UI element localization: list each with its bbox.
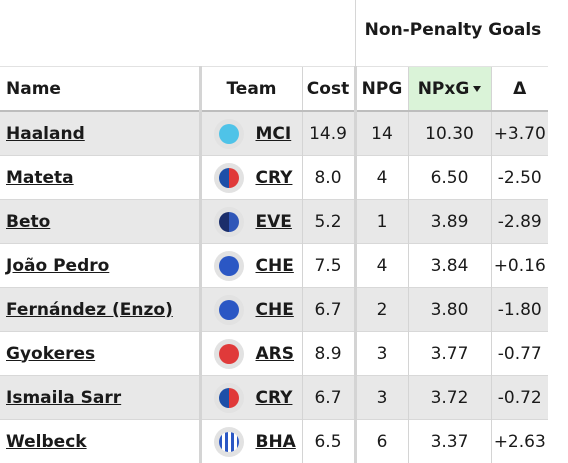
player-name-cell: Gyokeres (0, 332, 200, 376)
npxg-cell: 6.50 (408, 156, 491, 200)
team-badge-icon (214, 339, 244, 369)
team-link[interactable]: MCI (256, 124, 292, 144)
team-link[interactable]: CHE (256, 256, 294, 276)
npxg-cell: 3.84 (408, 244, 491, 288)
column-header-delta[interactable]: Δ (491, 67, 548, 112)
player-name-link[interactable]: Beto (6, 212, 50, 232)
cost-cell: 8.0 (302, 156, 355, 200)
cost-cell: 8.9 (302, 332, 355, 376)
column-header-npg[interactable]: NPG (355, 67, 408, 112)
npxg-cell: 3.37 (408, 420, 491, 463)
team-badge-icon (214, 119, 244, 149)
npg-cell: 4 (355, 156, 408, 200)
npg-cell: 1 (355, 200, 408, 244)
column-header-npxg-label: NPxG (418, 79, 470, 99)
cost-cell: 14.9 (302, 111, 355, 156)
team-cell: BHA (200, 420, 302, 463)
team-badge-icon (214, 163, 244, 193)
table-header-row: Name Team Cost NPG NPxG Δ (0, 67, 548, 112)
npxg-cell: 3.77 (408, 332, 491, 376)
cost-cell: 6.7 (302, 288, 355, 332)
team-cell: MCI (200, 111, 302, 156)
player-name-cell: Welbeck (0, 420, 200, 463)
player-name-link[interactable]: Mateta (6, 168, 74, 188)
player-name-cell: Mateta (0, 156, 200, 200)
column-group-header-row: Non-Penalty Goals (0, 0, 568, 66)
npg-cell: 6 (355, 420, 408, 463)
delta-cell: -0.72 (491, 376, 548, 420)
npxg-cell: 10.30 (408, 111, 491, 156)
npg-cell: 3 (355, 376, 408, 420)
team-badge-icon (214, 427, 244, 457)
npg-cell: 3 (355, 332, 408, 376)
npxg-cell: 3.80 (408, 288, 491, 332)
team-cell: CRY (200, 156, 302, 200)
cost-cell: 6.5 (302, 420, 355, 463)
cost-cell: 6.7 (302, 376, 355, 420)
group-divider (355, 0, 356, 66)
team-badge-icon (214, 295, 244, 325)
team-link[interactable]: CHE (256, 300, 294, 320)
delta-cell: +3.70 (491, 111, 548, 156)
cost-cell: 5.2 (302, 200, 355, 244)
player-name-cell: Haaland (0, 111, 200, 156)
player-name-cell: Fernández (Enzo) (0, 288, 200, 332)
player-name-link[interactable]: Haaland (6, 124, 85, 144)
player-name-link[interactable]: Fernández (Enzo) (6, 300, 173, 320)
team-cell: CHE (200, 244, 302, 288)
npxg-cell: 3.89 (408, 200, 491, 244)
team-link[interactable]: EVE (256, 212, 292, 232)
delta-cell: -0.77 (491, 332, 548, 376)
column-header-cost[interactable]: Cost (302, 67, 355, 112)
delta-cell: -2.50 (491, 156, 548, 200)
delta-cell: +2.63 (491, 420, 548, 463)
column-header-team[interactable]: Team (200, 67, 302, 112)
team-link[interactable]: BHA (256, 432, 296, 452)
column-header-npxg[interactable]: NPxG (408, 67, 491, 112)
team-badge-icon (214, 383, 244, 413)
npg-cell: 2 (355, 288, 408, 332)
delta-cell: -1.80 (491, 288, 548, 332)
npxg-cell: 3.72 (408, 376, 491, 420)
player-name-link[interactable]: Ismaila Sarr (6, 388, 121, 408)
team-badge-icon (214, 251, 244, 281)
player-stats-table-view: Non-Penalty Goals Name Team Cost NPG NPx… (0, 0, 568, 453)
delta-cell: -2.89 (491, 200, 548, 244)
delta-cell: +0.16 (491, 244, 548, 288)
team-link[interactable]: ARS (256, 344, 295, 364)
player-name-link[interactable]: Welbeck (6, 432, 87, 452)
npg-cell: 14 (355, 111, 408, 156)
player-name-cell: João Pedro (0, 244, 200, 288)
team-cell: EVE (200, 200, 302, 244)
team-cell: ARS (200, 332, 302, 376)
player-stats-table: Name Team Cost NPG NPxG Δ Haaland MCI 14.9… (0, 66, 548, 463)
sort-descending-icon (473, 86, 481, 92)
player-name-cell: Ismaila Sarr (0, 376, 200, 420)
npg-cell: 4 (355, 244, 408, 288)
player-name-link[interactable]: João Pedro (6, 256, 109, 276)
player-name-link[interactable]: Gyokeres (6, 344, 95, 364)
group-header-non-penalty-goals: Non-Penalty Goals (357, 20, 549, 40)
cost-cell: 7.5 (302, 244, 355, 288)
team-cell: CRY (200, 376, 302, 420)
column-header-name[interactable]: Name (0, 67, 200, 112)
team-link[interactable]: CRY (256, 388, 293, 408)
team-cell: CHE (200, 288, 302, 332)
team-badge-icon (214, 207, 244, 237)
player-name-cell: Beto (0, 200, 200, 244)
team-link[interactable]: CRY (256, 168, 293, 188)
